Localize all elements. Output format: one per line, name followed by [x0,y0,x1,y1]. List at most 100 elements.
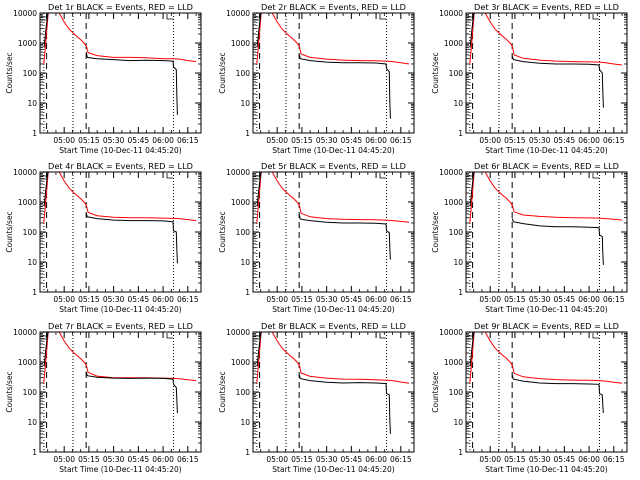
event-rate-line [469,13,475,48]
x-tick-label: 05:30 [529,136,551,145]
event-rate-line [298,214,391,260]
x-tick-label: 05:00 [479,136,501,145]
event-rate-line [298,54,391,119]
y-tick-label: 1 [458,129,463,138]
panel-1: Det 1r BLACK = Events, RED = LLD 1 10 100 10… [5,2,202,155]
panel-5: Det 5r BLACK = Events, RED = LLD 1 10 100 10… [218,161,415,314]
y-tick-label: 10000 [13,168,37,177]
x-tick-label: 06:00 [578,455,600,464]
top-bracket-marker [379,173,386,179]
y-axis-label: Counts/sec [5,211,14,252]
y-tick-label: 10 [453,99,463,108]
x-axis-label: Start Time (10-Dec-11 04:45:20) [485,146,607,155]
event-rate-line [298,374,391,434]
y-axis-label: Counts/sec [5,371,14,412]
x-tick-label: 05:15 [78,455,100,464]
y-axis-label: Counts/sec [431,52,440,93]
x-tick-label: 06:15 [177,136,199,145]
y-tick-label: 10000 [226,168,250,177]
lld-rate-line [58,172,197,222]
event-rate-line [256,172,262,207]
top-bracket-marker [166,173,173,179]
x-tick-label: 05:30 [316,455,338,464]
y-tick-label: 10 [240,99,250,108]
event-rate-line [511,374,604,414]
plot-frame [252,12,415,134]
x-axis-label: Start Time (10-Dec-11 04:45:20) [272,305,394,314]
plot-area [256,13,410,133]
y-tick-label: 1000 [231,198,250,207]
x-tick-label: 05:30 [103,455,125,464]
y-tick-label: 10 [240,418,250,427]
x-tick-label: 05:00 [266,455,288,464]
x-tick-label: 05:45 [128,455,150,464]
y-tick-label: 1000 [444,198,463,207]
x-tick-label: 06:15 [177,455,199,464]
event-rate-line [43,13,49,48]
x-tick-label: 05:00 [479,295,501,304]
top-bracket-marker [254,16,261,21]
y-tick-label: 1000 [18,39,37,48]
y-tick-label: 10000 [439,9,463,18]
y-tick-label: 1000 [444,358,463,367]
event-rate-line [511,55,604,108]
y-tick-label: 100 [236,69,251,78]
panel-title: Det 4r BLACK = Events, RED = LLD [48,161,193,171]
panel-title: Det 1r BLACK = Events, RED = LLD [48,2,193,12]
y-tick-label: 1 [32,288,37,297]
event-rate-line [85,51,178,115]
x-tick-label: 05:15 [504,295,526,304]
plot-frame [465,331,628,453]
event-rate-line [469,332,475,367]
y-tick-label: 100 [23,69,38,78]
panel-8: Det 8r BLACK = Events, RED = LLD 1 10 100 10… [218,321,415,474]
lld-rate-line [271,13,410,65]
y-tick-label: 1 [458,448,463,457]
event-rate-line [43,172,49,207]
event-rate-line [85,371,178,414]
y-axis-label: Counts/sec [218,371,227,412]
x-tick-label: 05:30 [316,136,338,145]
x-tick-label: 05:45 [341,136,363,145]
plot-frame [39,171,202,293]
y-tick-label: 1 [458,288,463,297]
top-bracket-marker [41,175,48,180]
x-tick-label: 05:15 [504,455,526,464]
x-tick-label: 05:15 [504,136,526,145]
y-tick-label: 10 [27,418,37,427]
y-tick-label: 100 [23,228,38,237]
top-bracket-marker [592,173,599,179]
x-axis-label: Start Time (10-Dec-11 04:45:20) [485,305,607,314]
plot-frame [252,171,415,293]
y-tick-label: 100 [449,228,464,237]
y-tick-label: 100 [449,69,464,78]
plot-frame [465,12,628,134]
y-tick-label: 1 [32,129,37,138]
x-tick-label: 06:00 [578,136,600,145]
event-rate-line [43,332,49,367]
panel-title: Det 8r BLACK = Events, RED = LLD [261,321,406,331]
x-tick-label: 05:45 [341,455,363,464]
y-tick-label: 100 [236,228,251,237]
x-tick-label: 05:15 [291,455,313,464]
y-tick-label: 10000 [13,9,37,18]
panel-title: Det 6r BLACK = Events, RED = LLD [474,161,619,171]
lld-rate-line [469,13,475,65]
x-tick-label: 05:45 [554,295,576,304]
lld-rate-line [256,332,262,384]
panel-7: Det 7r BLACK = Events, RED = LLD 1 10 100 10… [5,321,202,474]
lld-rate-line [271,332,410,384]
plot-area [43,332,197,452]
y-tick-label: 1 [245,448,250,457]
x-tick-label: 05:15 [78,136,100,145]
y-tick-label: 1000 [231,358,250,367]
y-axis-label: Counts/sec [218,52,227,93]
x-tick-label: 06:15 [603,295,625,304]
y-tick-label: 10000 [13,328,37,337]
x-tick-label: 05:30 [103,136,125,145]
y-tick-label: 10 [453,418,463,427]
panel-title: Det 9r BLACK = Events, RED = LLD [474,321,619,331]
panel-title: Det 7r BLACK = Events, RED = LLD [48,321,193,331]
top-bracket-marker [254,175,261,180]
